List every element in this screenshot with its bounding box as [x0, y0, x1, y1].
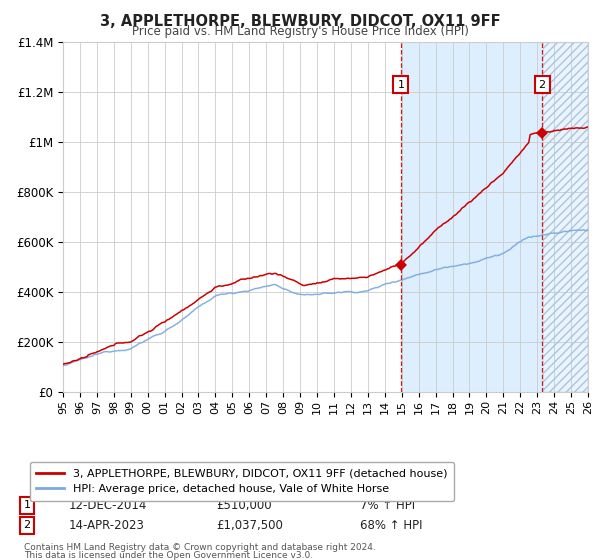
- Text: 7% ↑ HPI: 7% ↑ HPI: [360, 498, 415, 512]
- Text: 3, APPLETHORPE, BLEWBURY, DIDCOT, OX11 9FF: 3, APPLETHORPE, BLEWBURY, DIDCOT, OX11 9…: [100, 14, 500, 29]
- Text: £510,000: £510,000: [216, 498, 272, 512]
- Text: This data is licensed under the Open Government Licence v3.0.: This data is licensed under the Open Gov…: [24, 551, 313, 560]
- Legend: 3, APPLETHORPE, BLEWBURY, DIDCOT, OX11 9FF (detached house), HPI: Average price,: 3, APPLETHORPE, BLEWBURY, DIDCOT, OX11 9…: [29, 462, 454, 501]
- Text: Contains HM Land Registry data © Crown copyright and database right 2024.: Contains HM Land Registry data © Crown c…: [24, 543, 376, 552]
- Text: 1: 1: [23, 500, 31, 510]
- Text: 2: 2: [539, 80, 545, 90]
- Text: 12-DEC-2014: 12-DEC-2014: [69, 498, 148, 512]
- Text: 68% ↑ HPI: 68% ↑ HPI: [360, 519, 422, 532]
- Text: Price paid vs. HM Land Registry's House Price Index (HPI): Price paid vs. HM Land Registry's House …: [131, 25, 469, 38]
- Text: £1,037,500: £1,037,500: [216, 519, 283, 532]
- Text: 2: 2: [23, 520, 31, 530]
- Text: 14-APR-2023: 14-APR-2023: [69, 519, 145, 532]
- Text: 1: 1: [397, 80, 404, 90]
